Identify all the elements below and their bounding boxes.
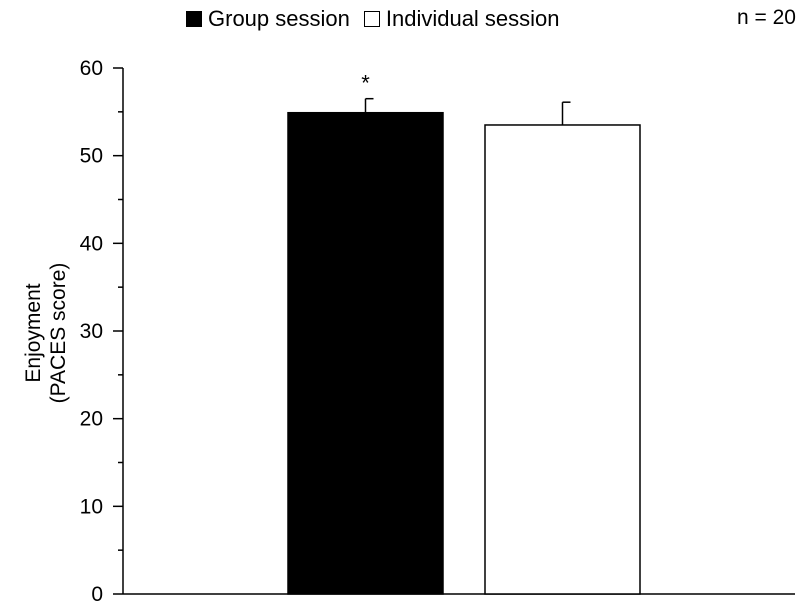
legend-item-individual: Individual session: [363, 6, 560, 32]
bar-group: [287, 111, 444, 595]
significance-marker: *: [361, 71, 370, 96]
legend-item-group: Group session: [186, 6, 350, 32]
y-tick-label: 20: [80, 408, 103, 431]
y-axis-label: Enjoyment (PACES score): [21, 203, 71, 463]
legend-label-group: Group session: [208, 6, 350, 31]
legend-swatch-group: [186, 11, 202, 27]
y-tick-label: 50: [80, 145, 103, 168]
y-tick-label: 40: [80, 232, 103, 255]
y-axis: 0 10 20 30 40 50 60: [80, 57, 795, 603]
legend-label-individual: Individual session: [385, 6, 560, 31]
y-tick-label: 0: [91, 583, 103, 603]
y-tick-label: 30: [80, 320, 103, 343]
sample-size-annotation: n = 20: [737, 6, 796, 29]
y-axis-label-line2: (PACES score): [47, 262, 70, 404]
bars: *: [287, 71, 641, 595]
y-axis-label-line1: Enjoyment: [22, 283, 45, 383]
bar-individual: [484, 124, 641, 595]
y-tick-label: 10: [80, 495, 103, 518]
legend-swatch-individual: [363, 11, 380, 27]
legend: Group session Individual session: [186, 6, 574, 32]
y-tick-label: 60: [80, 57, 103, 80]
